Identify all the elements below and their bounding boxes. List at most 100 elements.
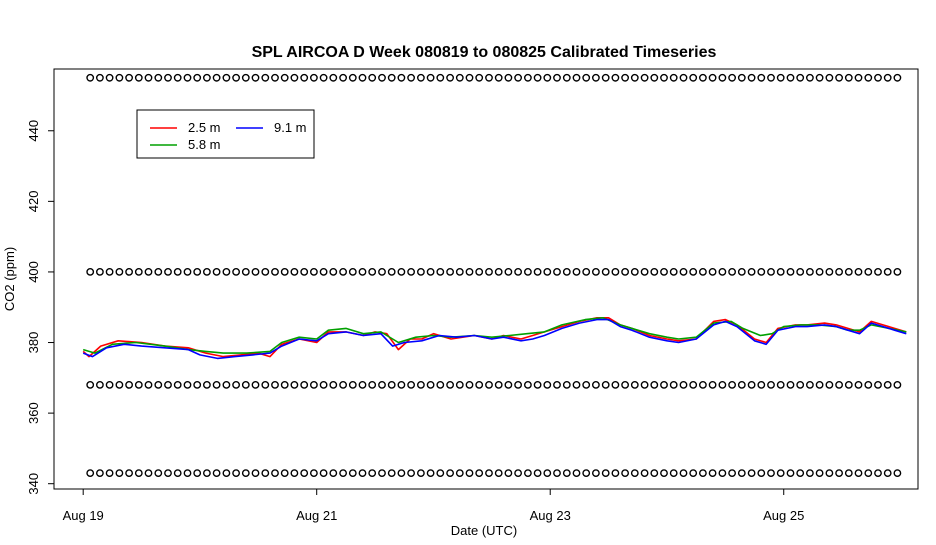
reference-marker: [164, 380, 172, 389]
reference-marker: [261, 267, 270, 276]
reference-marker: [767, 380, 775, 389]
reference-marker: [864, 73, 873, 82]
plot-frame: [53, 68, 919, 490]
reference-marker: [562, 73, 571, 82]
reference-marker: [630, 267, 639, 276]
reference-marker: [874, 380, 882, 389]
reference-marker: [222, 73, 231, 82]
y-tick-label: 360: [26, 402, 41, 424]
reference-marker: [397, 469, 406, 477]
reference-markers: [86, 73, 902, 477]
reference-marker: [271, 267, 279, 276]
reference-marker: [592, 469, 600, 477]
reference-marker: [251, 469, 260, 477]
reference-marker: [844, 469, 853, 477]
reference-marker: [806, 73, 814, 82]
reference-marker: [348, 469, 357, 477]
reference-marker: [572, 267, 581, 276]
reference-marker: [96, 469, 104, 477]
y-tick-label: 440: [26, 120, 41, 142]
reference-marker: [387, 380, 396, 389]
reference-marker: [592, 267, 600, 276]
reference-marker: [640, 73, 649, 82]
reference-marker: [232, 469, 241, 477]
reference-marker: [708, 73, 717, 82]
reference-marker: [222, 469, 231, 477]
reference-marker: [416, 469, 425, 477]
reference-marker: [485, 380, 493, 389]
reference-marker: [319, 73, 328, 82]
reference-marker: [640, 267, 649, 276]
reference-marker: [154, 267, 163, 276]
reference-marker: [368, 469, 377, 477]
reference-marker: [348, 380, 357, 389]
reference-marker: [280, 380, 289, 389]
reference-marker: [154, 73, 163, 82]
reference-marker: [96, 73, 104, 82]
reference-marker: [125, 380, 134, 389]
reference-marker: [757, 380, 766, 389]
reference-marker: [718, 73, 727, 82]
reference-marker: [621, 73, 629, 82]
reference-marker: [689, 380, 698, 389]
reference-marker: [806, 380, 814, 389]
reference-marker: [757, 267, 766, 276]
reference-marker: [144, 380, 153, 389]
reference-marker: [524, 267, 532, 276]
reference-marker: [183, 469, 192, 477]
reference-marker: [514, 267, 522, 276]
reference-marker: [562, 380, 571, 389]
reference-marker: [329, 73, 338, 82]
reference-marker: [796, 73, 805, 82]
reference-marker: [553, 267, 561, 276]
reference-marker: [86, 469, 95, 477]
reference-marker: [407, 469, 415, 477]
y-tick-label: 400: [26, 261, 41, 283]
reference-marker: [679, 73, 688, 82]
reference-marker: [436, 267, 445, 276]
reference-marker: [883, 469, 892, 477]
reference-marker: [669, 380, 678, 389]
reference-marker: [864, 469, 873, 477]
reference-marker: [883, 267, 892, 276]
reference-marker: [524, 380, 532, 389]
reference-marker: [183, 380, 192, 389]
reference-marker: [465, 469, 474, 477]
reference-marker: [601, 380, 610, 389]
reference-marker: [358, 267, 367, 276]
reference-marker: [737, 380, 746, 389]
reference-marker: [650, 469, 659, 477]
reference-marker: [455, 469, 464, 477]
reference-marker: [601, 469, 610, 477]
reference-marker: [446, 267, 454, 276]
reference-marker: [426, 267, 435, 276]
reference-marker: [397, 380, 406, 389]
reference-marker: [475, 73, 484, 82]
reference-marker: [660, 469, 668, 477]
reference-marker: [446, 469, 454, 477]
reference-marker: [835, 73, 843, 82]
reference-marker: [232, 267, 241, 276]
reference-marker: [650, 73, 659, 82]
reference-marker: [767, 73, 775, 82]
reference-marker: [874, 73, 882, 82]
reference-marker: [582, 469, 591, 477]
reference-marker: [115, 380, 124, 389]
reference-marker: [407, 73, 415, 82]
reference-marker: [494, 267, 503, 276]
reference-marker: [212, 267, 221, 276]
reference-marker: [115, 73, 124, 82]
reference-marker: [630, 469, 639, 477]
reference-marker: [348, 267, 357, 276]
reference-marker: [572, 73, 581, 82]
reference-marker: [747, 73, 756, 82]
reference-marker: [883, 380, 892, 389]
x-tick-label: Aug 21: [296, 508, 337, 523]
reference-marker: [368, 267, 377, 276]
reference-marker: [86, 267, 95, 276]
reference-marker: [796, 469, 805, 477]
reference-marker: [621, 469, 629, 477]
reference-marker: [572, 380, 581, 389]
y-tick-label: 340: [26, 473, 41, 495]
